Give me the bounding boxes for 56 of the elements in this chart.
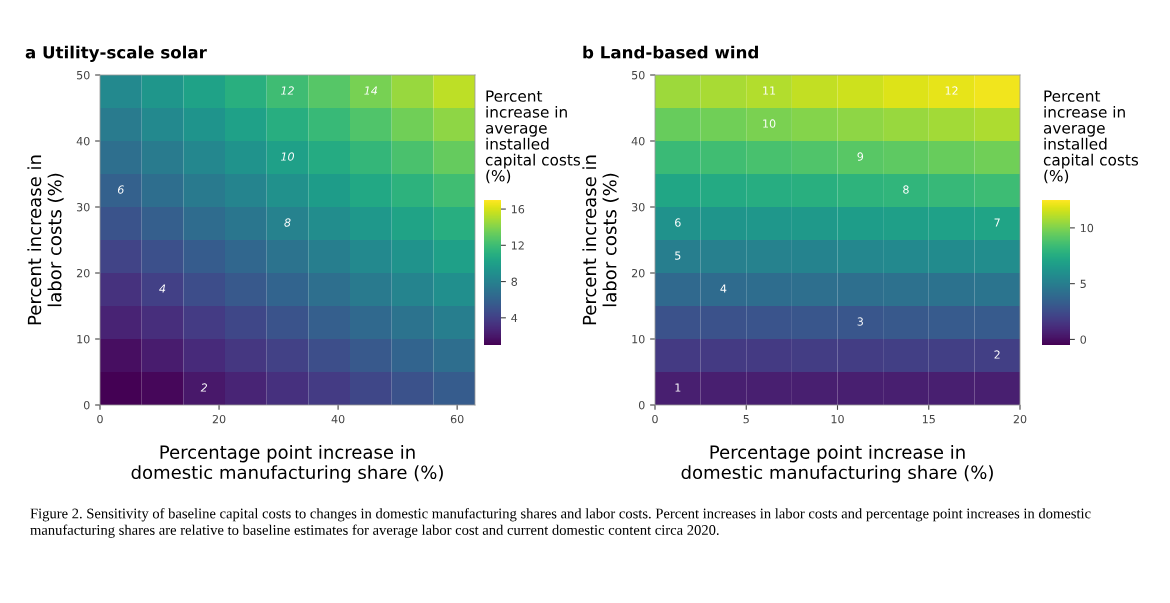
color-bar-label: 5: [1080, 279, 1086, 289]
annotation: 10: [763, 119, 776, 128]
y-tick-label: 30: [631, 202, 645, 212]
color-bar-label: 0: [1080, 335, 1087, 344]
x-tick-label: 0: [97, 414, 103, 424]
annotation: 6: [118, 185, 124, 194]
annotation: 9: [857, 152, 864, 161]
color-bar-title: Percent increase in average installed capital costs (%): [1043, 90, 1139, 184]
y-tick-label: 20: [76, 268, 90, 278]
y-tick-label: 50: [632, 70, 645, 80]
x-tick-label: 40: [331, 414, 345, 424]
chart-title: b Land-based wind: [583, 45, 758, 59]
annotation: 12: [280, 86, 294, 95]
x-tick-label: 10: [831, 414, 844, 424]
x-tick-label: 0: [652, 414, 658, 424]
x-axis-title: Percentage point increase in domestic manufacturing share (%): [681, 444, 993, 483]
annotation: 4: [720, 284, 727, 293]
y-axis-title: Percent increase in labor costs (%): [582, 155, 619, 325]
annotation: 3: [857, 317, 863, 326]
annotation: 2: [200, 383, 208, 392]
color-bar-label: 8: [511, 277, 518, 286]
annotation: 7: [994, 218, 1000, 227]
annotation: 1: [675, 383, 681, 392]
annotation: 4: [159, 284, 166, 293]
x-tick-label: 60: [450, 414, 464, 424]
x-tick-label: 15: [922, 415, 935, 424]
y-tick-label: 40: [76, 136, 90, 146]
chart-title: a Utility-scale solar: [25, 45, 207, 62]
y-tick-label: 20: [631, 268, 645, 278]
x-axis-title: Percentage point increase in domestic manufacturing share (%): [131, 444, 443, 483]
annotation: 8: [903, 185, 909, 194]
annotation: 11: [763, 86, 776, 95]
caption: Figure 2. Sensitivity of baseline capital costs to changes in domestic manufacturing shares and labor costs. Percent increases in labor costs and percentage point increases in domestic manufacturing shares are relative to baseline estimates for average labor cost and current domestic content circa 2020.: [30, 508, 1091, 538]
color-bar-label: 10: [1080, 223, 1094, 233]
annotation: 2: [994, 350, 1000, 359]
y-tick-label: 10: [632, 334, 645, 344]
x-tick-label: 20: [212, 414, 226, 424]
y-tick-label: 10: [77, 334, 90, 344]
y-axis-title: Percent increase in labor costs (%): [27, 155, 64, 325]
color-bar-label: 12: [511, 241, 524, 250]
y-tick-label: 50: [77, 70, 90, 80]
y-tick-label: 40: [631, 136, 645, 146]
annotation: 6: [675, 218, 681, 227]
annotation: 10: [280, 152, 295, 161]
x-tick-label: 20: [1013, 414, 1027, 424]
x-tick-label: 5: [743, 415, 749, 424]
annotation: 12: [945, 86, 958, 95]
y-tick-label: 0: [83, 400, 90, 410]
annotation: 8: [284, 218, 291, 227]
annotation: 5: [675, 251, 681, 260]
y-tick-label: 30: [76, 202, 90, 212]
annotation: 14: [364, 86, 378, 95]
color-bar-label: 4: [511, 313, 518, 323]
color-bar-label: 16: [511, 205, 525, 214]
y-tick-label: 0: [638, 400, 645, 410]
color-bar-title: Percent increase in average installed capital costs (%): [485, 90, 581, 184]
